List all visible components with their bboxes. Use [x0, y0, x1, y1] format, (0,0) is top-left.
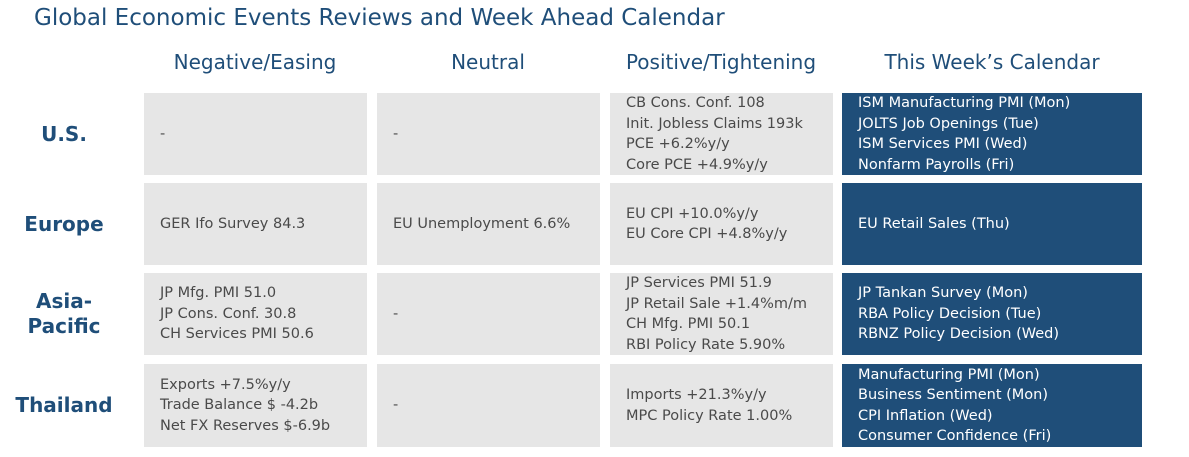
thailand-neutral-cell: -	[377, 364, 600, 447]
cell-line: EU CPI +10.0%y/y	[626, 205, 759, 222]
column-header-calendar: This Week’s Calendar	[884, 50, 1100, 74]
cell-line: CB Cons. Conf. 108	[626, 95, 765, 111]
cell-line: Manufacturing PMI (Mon)	[858, 366, 1040, 383]
page-title: Global Economic Events Reviews and Week …	[34, 5, 725, 31]
cell-line: Business Sentiment (Mon)	[858, 387, 1048, 403]
us-negative-cell: -	[144, 93, 367, 175]
cell-lines: -	[393, 395, 398, 416]
cell-line: EU Unemployment 6.6%	[393, 215, 571, 232]
cell-line: ISM Manufacturing PMI (Mon)	[858, 95, 1071, 111]
cell-line: ISM Services PMI (Wed)	[858, 136, 1028, 152]
cell-lines: -	[160, 124, 165, 145]
cell-lines: ISM Manufacturing PMI (Mon) JOLTS Job Ope…	[858, 93, 1070, 175]
thailand-positive-cell: Imports +21.3%y/y MPC Policy Rate 1.00%	[610, 364, 833, 447]
cell-line: -	[393, 305, 399, 322]
row-label-asia-pacific: Asia- Pacific	[0, 273, 128, 355]
cell-lines: JP Tankan Survey (Mon) RBA Policy Decisio…	[858, 283, 1059, 345]
cell-lines: JP Services PMI 51.9 JP Retail Sale +1.4%…	[626, 273, 807, 355]
cell-lines: EU Retail Sales (Thu)	[858, 214, 1010, 235]
cell-lines: -	[393, 124, 398, 145]
us-neutral-cell: -	[377, 93, 600, 175]
asia-pacific-calendar-cell: JP Tankan Survey (Mon) RBA Policy Decisio…	[842, 273, 1142, 355]
row-label-thailand: Thailand	[15, 393, 113, 417]
cell-line: Consumer Confidence (Fri)	[858, 428, 1052, 444]
cell-lines: EU CPI +10.0%y/y EU Core CPI +4.8%y/y	[626, 204, 787, 245]
cell-lines: GER Ifo Survey 84.3	[160, 214, 305, 235]
cell-line: JP Cons. Conf. 30.8	[160, 305, 297, 322]
row-label-us: U.S.	[41, 121, 87, 146]
cell-line: Trade Balance $ -4.2b	[160, 397, 319, 414]
cell-line: -	[393, 397, 399, 414]
europe-calendar-cell: EU Retail Sales (Thu)	[842, 183, 1142, 265]
cell-line: MPC Policy Rate 1.00%	[626, 407, 793, 424]
cell-line: Imports +21.3%y/y	[626, 387, 767, 403]
cell-lines: -	[393, 304, 398, 325]
cell-line: JP Tankan Survey (Mon)	[858, 285, 1028, 302]
asia-pacific-positive-cell: JP Services PMI 51.9 JP Retail Sale +1.4%…	[610, 273, 833, 355]
cell-line: CPI Inflation (Wed)	[858, 407, 993, 424]
row-label-line: Asia-	[35, 289, 93, 313]
cell-lines: Manufacturing PMI (Mon) Business Sentimen…	[858, 365, 1051, 447]
cell-line: CH Mfg. PMI 50.1	[626, 316, 751, 332]
us-calendar-cell: ISM Manufacturing PMI (Mon) JOLTS Job Ope…	[842, 93, 1142, 175]
cell-line: EU Retail Sales (Thu)	[858, 215, 1010, 232]
thailand-negative-cell: Exports +7.5%y/y Trade Balance $ -4.2b Net…	[144, 364, 367, 447]
cell-line: JOLTS Job Openings (Tue)	[858, 115, 1039, 132]
cell-line: RBNZ Policy Decision (Wed)	[858, 326, 1059, 343]
cell-line: JP Services PMI 51.9	[626, 275, 772, 291]
cell-lines: CB Cons. Conf. 108 Init. Jobless Claims 1…	[626, 93, 803, 175]
cell-line: JP Mfg. PMI 51.0	[160, 285, 277, 302]
us-positive-cell: CB Cons. Conf. 108 Init. Jobless Claims 1…	[610, 93, 833, 175]
cell-line: GER Ifo Survey 84.3	[160, 215, 306, 232]
cell-line: CH Services PMI 50.6	[160, 326, 314, 343]
column-header-negative: Negative/Easing	[173, 50, 337, 74]
cell-line: PCE +6.2%y/y	[626, 136, 730, 152]
europe-negative-cell: GER Ifo Survey 84.3	[144, 183, 367, 265]
cell-line: Exports +7.5%y/y	[160, 376, 291, 393]
cell-lines: JP Mfg. PMI 51.0 JP Cons. Conf. 30.8 CH Se…	[160, 283, 314, 345]
row-label-line: Pacific	[27, 314, 101, 338]
column-header-positive: Positive/Tightening	[625, 50, 817, 74]
europe-positive-cell: EU CPI +10.0%y/y EU Core CPI +4.8%y/y	[610, 183, 833, 265]
cell-line: -	[160, 125, 166, 142]
cell-lines: Imports +21.3%y/y MPC Policy Rate 1.00%	[626, 385, 792, 426]
cell-line: RBI Policy Rate 5.90%	[626, 336, 786, 353]
cell-line: Init. Jobless Claims 193k	[626, 115, 803, 132]
europe-neutral-cell: EU Unemployment 6.6%	[377, 183, 600, 265]
cell-line: Core PCE +4.9%y/y	[626, 156, 768, 173]
cell-line: JP Retail Sale +1.4%m/m	[626, 295, 807, 312]
row-label-europe: Europe	[24, 211, 104, 236]
thailand-calendar-cell: Manufacturing PMI (Mon) Business Sentimen…	[842, 364, 1142, 447]
cell-line: -	[393, 125, 399, 142]
cell-line: RBA Policy Decision (Tue)	[858, 305, 1042, 322]
cell-lines: Exports +7.5%y/y Trade Balance $ -4.2b Net…	[160, 375, 330, 437]
cell-lines: EU Unemployment 6.6%	[393, 214, 570, 235]
column-header-neutral: Neutral	[451, 50, 525, 74]
asia-pacific-neutral-cell: -	[377, 273, 600, 355]
cell-line: Net FX Reserves $-6.9b	[160, 417, 331, 434]
asia-pacific-negative-cell: JP Mfg. PMI 51.0 JP Cons. Conf. 30.8 CH Se…	[144, 273, 367, 355]
cell-line: EU Core CPI +4.8%y/y	[626, 226, 788, 242]
cell-line: Nonfarm Payrolls (Fri)	[858, 156, 1015, 173]
